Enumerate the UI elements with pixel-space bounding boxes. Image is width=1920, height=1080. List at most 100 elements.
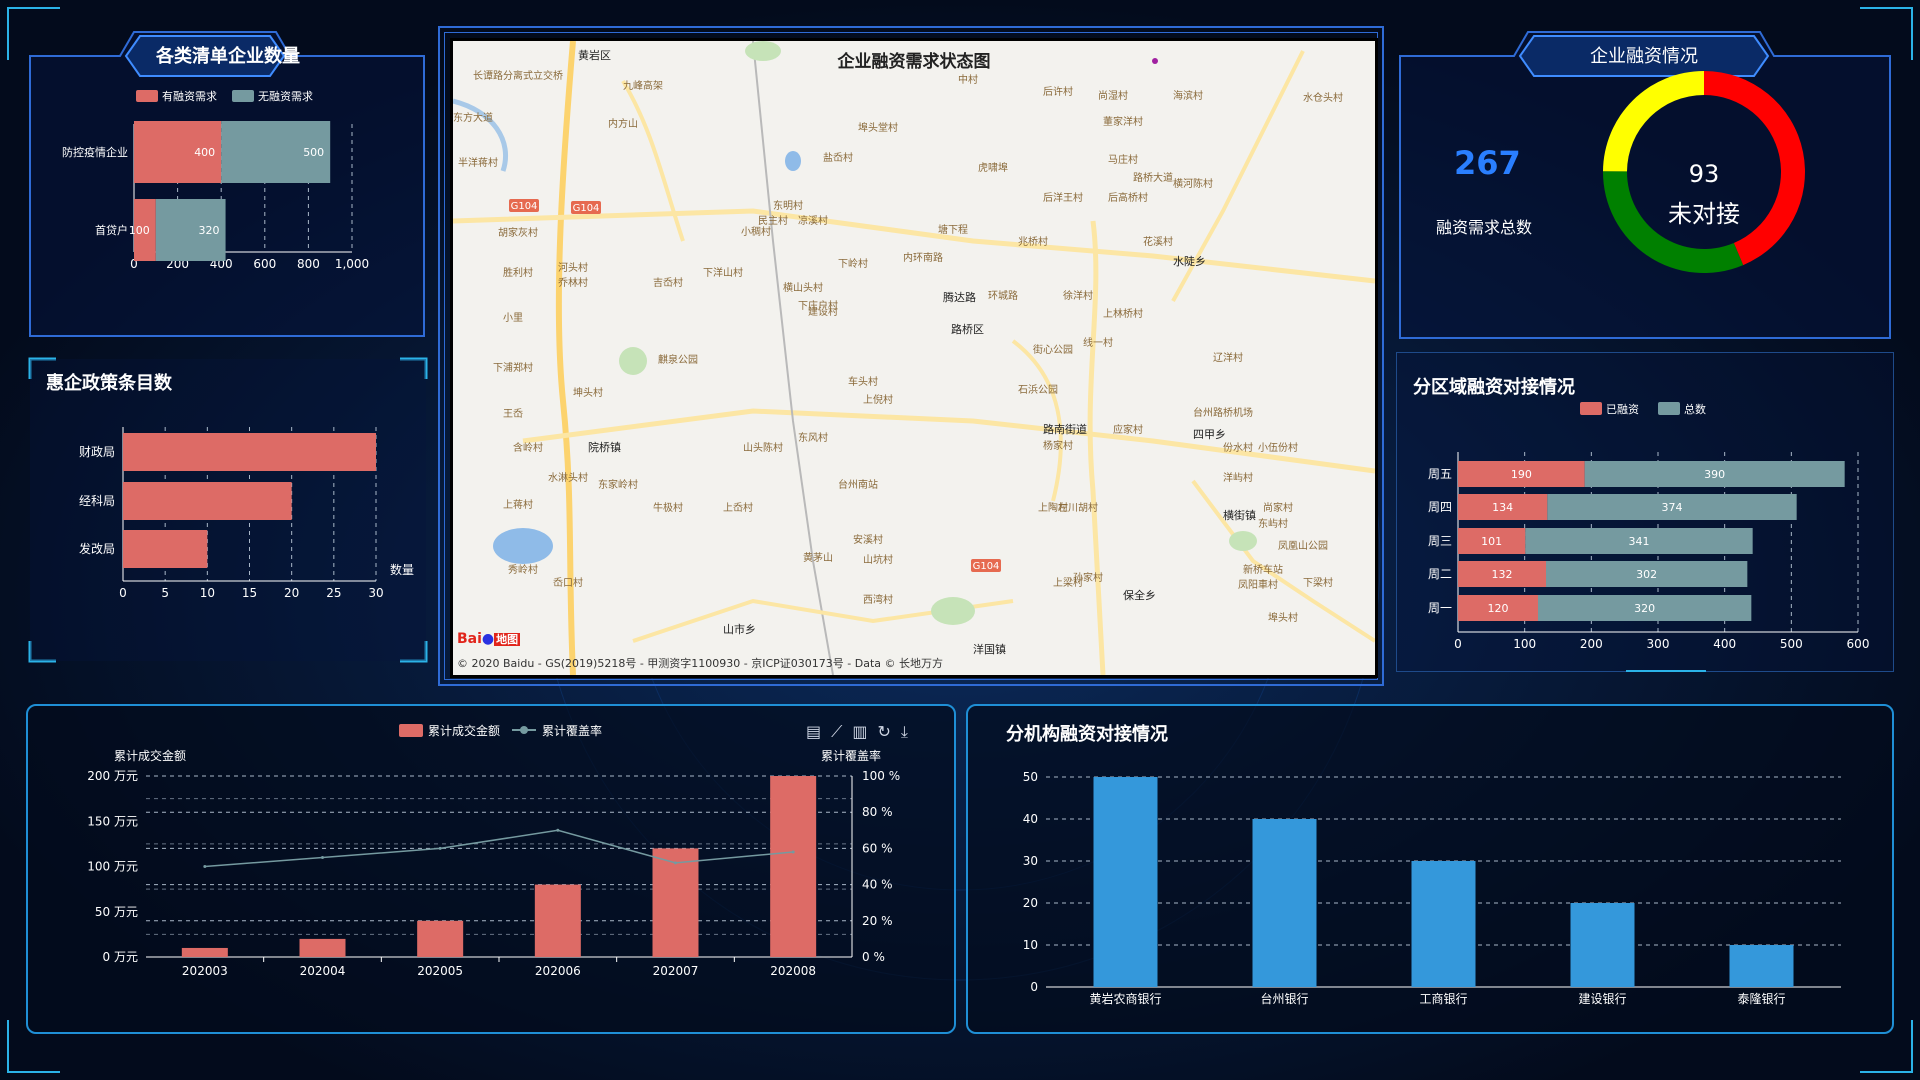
map-view[interactable]: 黄岩区 长谭路分离式立交桥 九峰高架 内方山 半洋蒋村 胡家灰村 东明村 民主村 凉溪村 小稠村内… <box>450 38 1378 678</box>
map-place-label: 山头陈村 <box>743 441 783 454</box>
map-place-label: 凤凰山公园 <box>1278 540 1328 552</box>
data-label: 132 <box>1492 568 1513 581</box>
x-tick-label: 400 <box>1713 637 1736 651</box>
coverage-point <box>674 861 677 865</box>
legend-marker <box>520 726 528 734</box>
category-label: 防控疫情企业 <box>62 145 128 159</box>
y-axis-name-right: 累计覆盖率 <box>821 748 881 763</box>
map-place-label: 河头村 <box>558 261 588 274</box>
map-place-label: 中村 <box>958 73 978 86</box>
x-tick-label: 600 <box>253 257 276 271</box>
legend-label: 已融资 <box>1606 403 1639 416</box>
coverage-point <box>321 855 324 859</box>
map-place-label: 西湾村 <box>863 593 893 606</box>
data-view-icon[interactable]: ▤ <box>806 722 832 741</box>
map-place-label: 石浜公园 <box>1018 384 1058 396</box>
bar-icon[interactable]: ▥ <box>852 722 878 741</box>
map-place-label: 山市乡 <box>723 622 756 636</box>
data-label: 390 <box>1704 468 1725 481</box>
map-place-label: 牛极村 <box>653 501 683 514</box>
x-tick-label: 10 <box>200 586 215 600</box>
legend-label: 总数 <box>1684 402 1706 416</box>
data-label: 120 <box>1488 602 1509 615</box>
data-label: 400 <box>194 146 215 159</box>
map-place-label: 水陡乡 <box>1173 255 1206 268</box>
x-tick-label: 202005 <box>417 964 463 978</box>
map-place-label: 四甲乡 <box>1193 428 1226 441</box>
map-place-label: 海滨村 <box>1173 89 1203 102</box>
map-place-label: 下岭村 <box>838 257 868 270</box>
bar <box>1458 595 1538 621</box>
map-place-label: 应家村 <box>1113 423 1143 436</box>
category-label: 周四 <box>1428 500 1452 514</box>
bar <box>123 482 292 520</box>
baidu-logo: Bai● 地图 <box>457 631 521 647</box>
x-tick-label: 泰隆银行 <box>1737 991 1785 1006</box>
map-place-label: 杨家村 <box>1043 439 1073 452</box>
map-place-label: 小稠村 <box>741 225 771 238</box>
bar <box>134 121 222 183</box>
bar <box>181 947 228 957</box>
x-tick-label: 202004 <box>300 964 346 978</box>
map-frame <box>438 26 1384 686</box>
map-place-label: 上陶村 <box>1038 501 1068 514</box>
map-place-label: 东方大道 <box>453 111 493 124</box>
data-label: 320 <box>1634 602 1655 615</box>
x-tick-label: 工商银行 <box>1419 991 1467 1006</box>
map-place-label: 山坑村 <box>863 553 893 566</box>
chart-toolbox: ▤⟋▥↻⤓ <box>806 722 918 742</box>
map-place-label: 后洋王村 <box>1043 191 1083 204</box>
map-road-label: G104 <box>573 203 600 214</box>
x-tick-label: 800 <box>297 257 320 271</box>
category-label: 经科局 <box>79 494 115 508</box>
x-tick-label: 0 <box>1454 637 1462 651</box>
map-place-label: 下洋山村 <box>703 266 743 279</box>
x-tick-label: 30 <box>368 586 383 600</box>
map-place-label: 后高桥村 <box>1108 191 1148 204</box>
y-tick-label-right: 80 % <box>862 805 893 819</box>
map-place-label: 上倪村 <box>863 393 893 406</box>
y-tick-label-left: 150 万元 <box>87 814 138 828</box>
y-tick-label-right: 20 % <box>862 914 893 928</box>
panel-district-matching-title: 分区域融资对接情况 <box>1413 377 1575 398</box>
map-place-label: 上蒋村 <box>503 498 533 511</box>
map-place-label: 九峰高架 <box>623 79 663 92</box>
data-label: 320 <box>199 224 220 237</box>
map-place-label: 秀岭村 <box>508 563 538 576</box>
x-tick-label: 202006 <box>535 964 581 978</box>
y-tick-label-left: 200 万元 <box>87 769 138 783</box>
x-tick-label: 500 <box>1780 637 1803 651</box>
map-place-label: 路桥区 <box>951 323 984 336</box>
legend-label: 无融资需求 <box>258 90 313 103</box>
map-place-label: 含岭村 <box>513 441 543 454</box>
category-label: 周三 <box>1428 534 1452 548</box>
download-icon[interactable]: ⤓ <box>900 722 918 741</box>
bar <box>1538 595 1752 621</box>
map-place-label: 下庄户村 <box>798 299 838 312</box>
bar <box>770 776 817 957</box>
map-area <box>493 528 553 564</box>
map-place-label: 黄岩区 <box>578 48 611 62</box>
coverage-point <box>556 828 560 832</box>
map-place-label: 小伍份村 <box>1258 441 1298 454</box>
x-tick-label: 100 <box>1513 637 1536 651</box>
bar <box>652 848 699 957</box>
legend-swatch <box>232 90 254 102</box>
bar <box>1252 819 1317 987</box>
bar <box>1570 903 1635 987</box>
map-title: 企业融资需求状态图 <box>837 52 991 72</box>
x-tick-label: 0 <box>130 257 138 271</box>
bar <box>1458 494 1548 520</box>
bar <box>155 199 226 261</box>
category-label: 财政局 <box>79 445 115 459</box>
line-icon[interactable]: ⟋ <box>831 722 853 741</box>
bar <box>299 938 346 957</box>
data-label: 374 <box>1662 501 1683 514</box>
refresh-icon[interactable]: ↻ <box>877 722 901 741</box>
map-place-label: 兆桥村 <box>1018 235 1048 248</box>
y-tick-label-left: 0 万元 <box>103 950 138 964</box>
donut-center-label: 未对接 <box>1668 200 1740 228</box>
map-place-label: 街心公园 <box>1033 343 1073 356</box>
